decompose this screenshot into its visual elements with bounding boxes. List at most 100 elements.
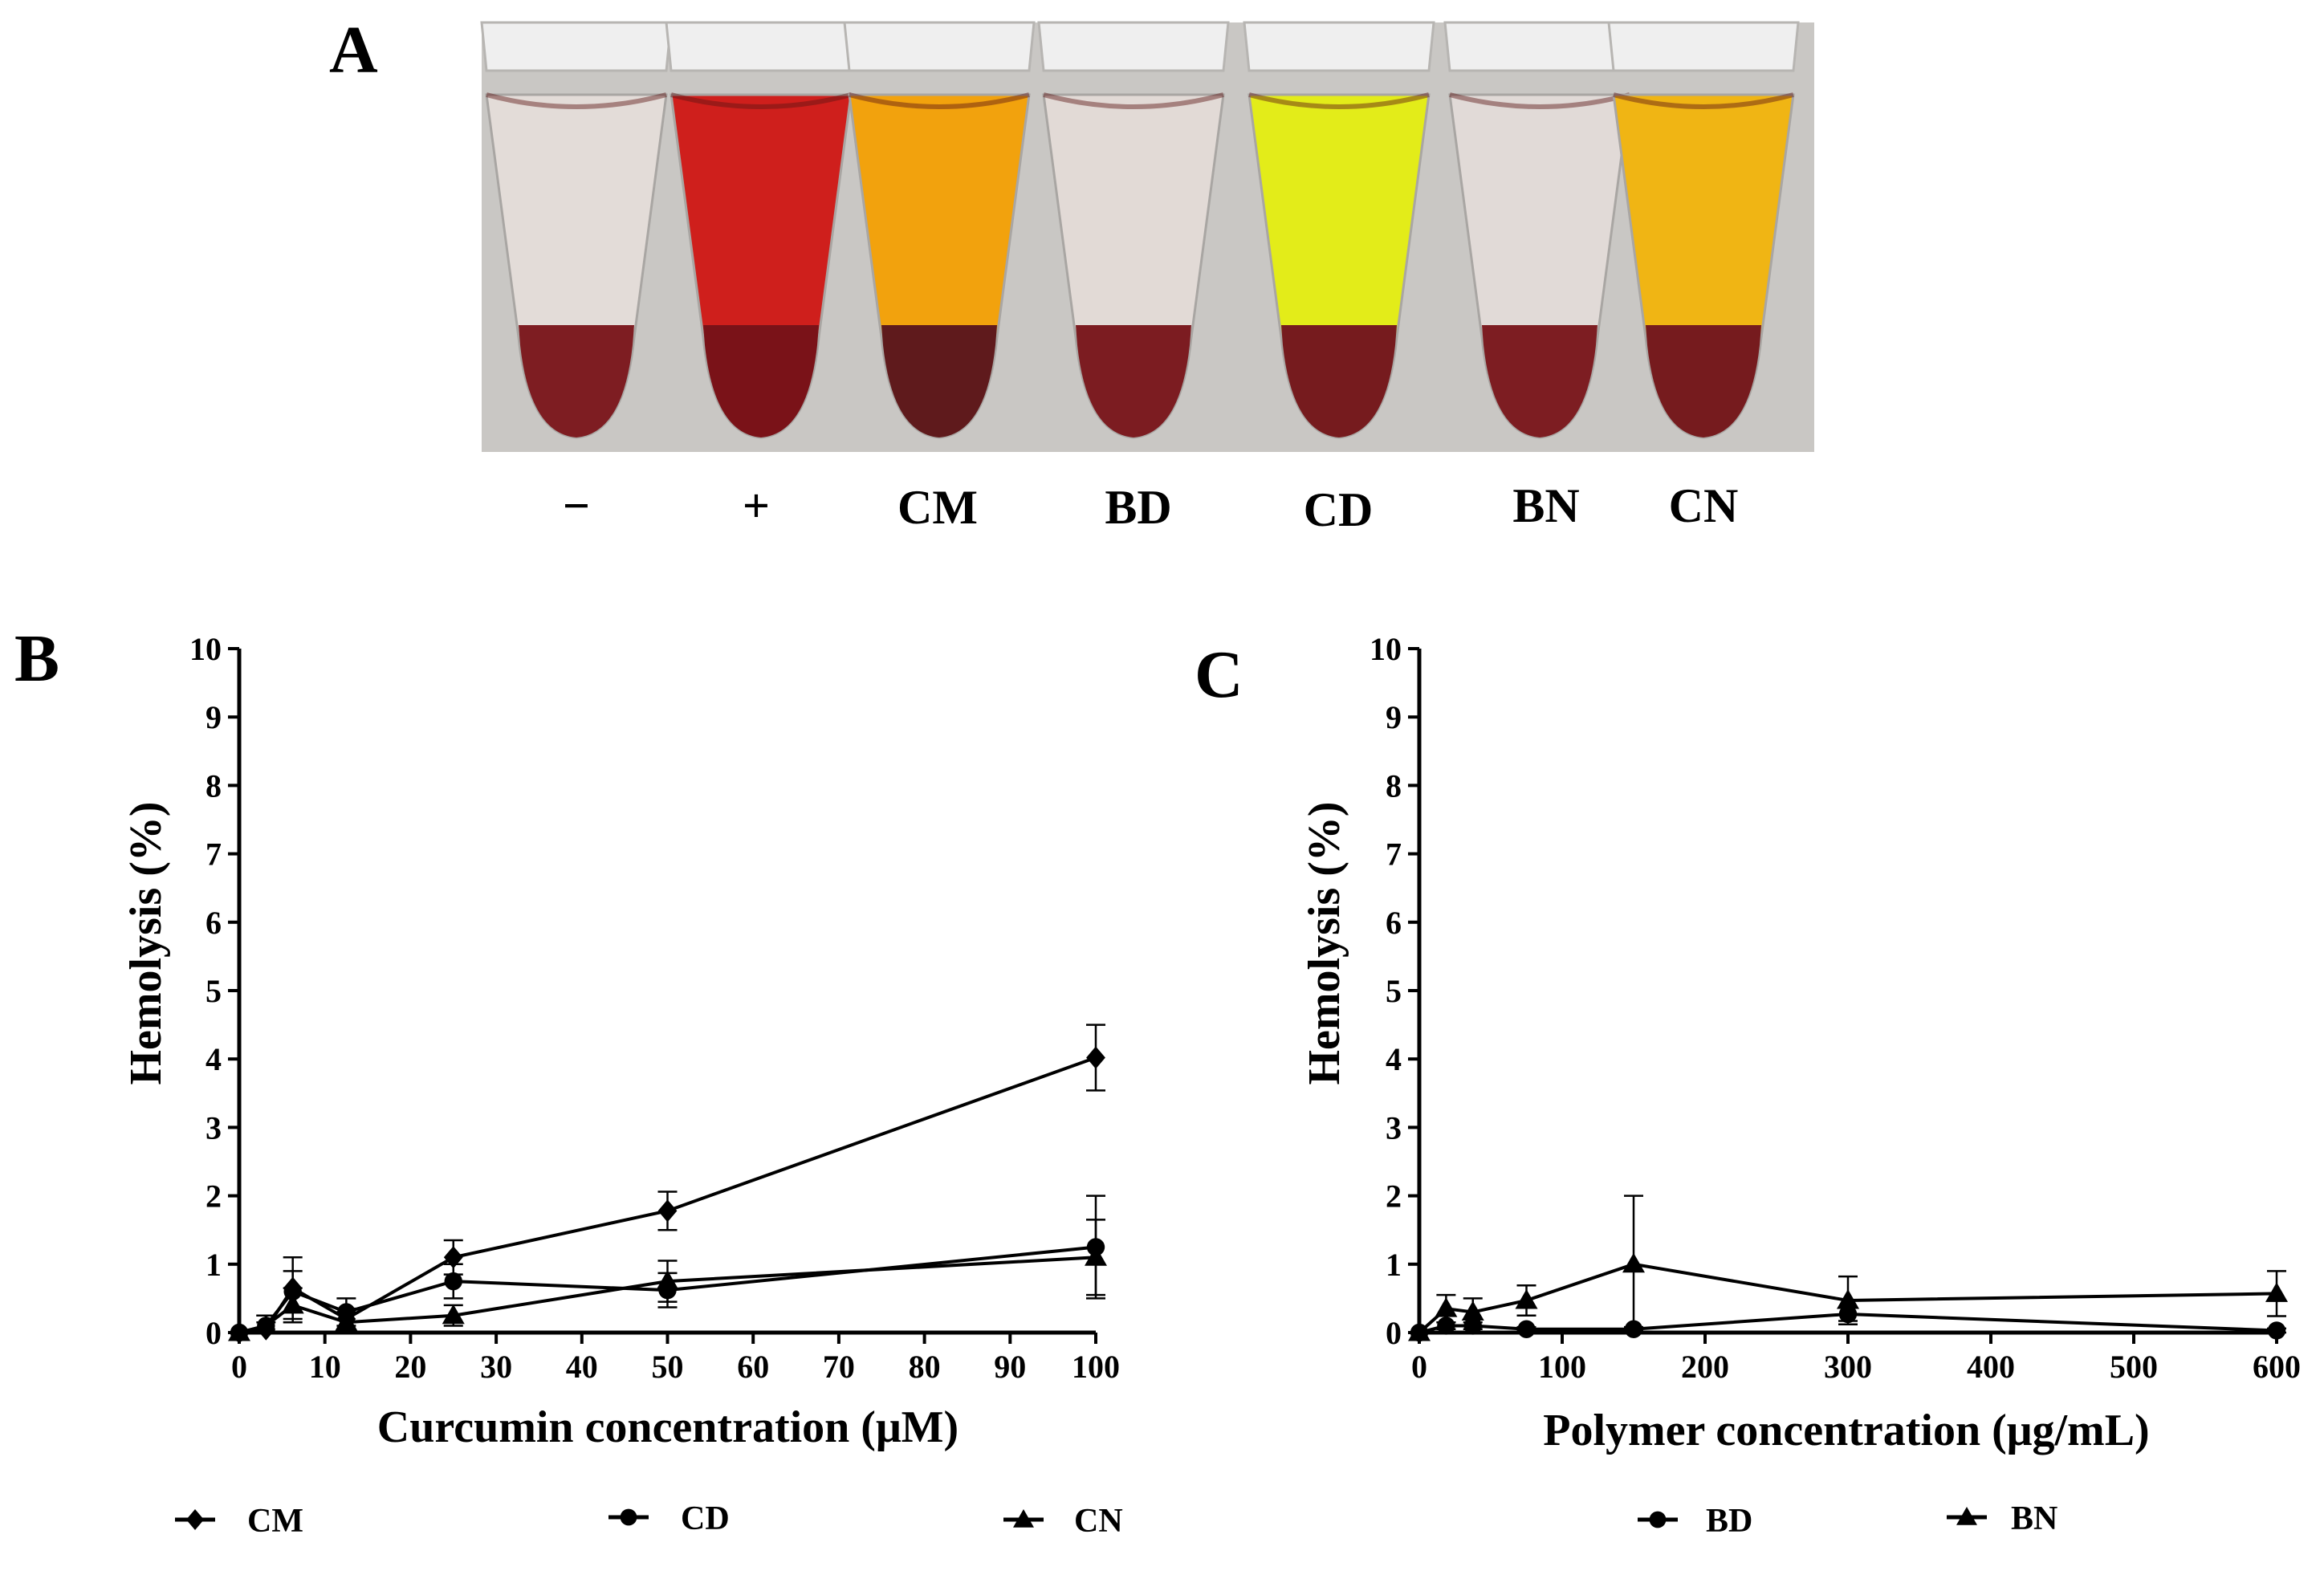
y-tick-label: 1 [1386, 1247, 1402, 1283]
x-tick-label: 400 [1967, 1349, 2015, 1385]
meniscus [486, 92, 667, 109]
y-tick-label: 5 [206, 973, 222, 1009]
series-bn [1408, 1195, 2288, 1341]
x-tick-label: 70 [823, 1349, 855, 1385]
data-point [442, 1304, 465, 1325]
legend-item-cd: CD [608, 1500, 730, 1537]
legend-label: CD [681, 1500, 730, 1537]
tube [1037, 21, 1230, 439]
x-tick-label: 40 [566, 1349, 598, 1385]
y-tick-label: 1 [206, 1247, 222, 1283]
legend-marker [1956, 1507, 1977, 1525]
tube-label: − [563, 479, 590, 532]
data-point [254, 1314, 278, 1334]
tube-label: CM [897, 481, 978, 534]
x-tick-label: 10 [309, 1349, 341, 1385]
y-tick-label: 7 [1386, 836, 1402, 873]
x-tick-label: 30 [480, 1349, 512, 1385]
series-layer [228, 1024, 1107, 1344]
meniscus [1449, 92, 1630, 109]
data-point [1515, 1288, 1538, 1309]
legend-item-cn: CN [1003, 1503, 1123, 1540]
x-axis-label: Curcumin concentration (μM) [377, 1402, 958, 1452]
legend-label: BN [2011, 1500, 2057, 1537]
data-point [1085, 1246, 1107, 1266]
legend-label: BD [1706, 1503, 1752, 1540]
series-cn [228, 1219, 1107, 1341]
data-point [657, 1199, 678, 1223]
y-tick-label: 10 [189, 631, 222, 667]
tube-cap [1037, 21, 1230, 72]
y-tick-label: 2 [1386, 1178, 1402, 1215]
data-point [2267, 1321, 2286, 1340]
series-layer [1408, 1195, 2288, 1342]
meniscus [849, 92, 1030, 109]
data-point [1517, 1320, 1536, 1338]
data-point [1437, 1317, 1455, 1335]
tube [843, 21, 1036, 439]
x-tick-label: 50 [652, 1349, 684, 1385]
legend-label: CM [247, 1503, 303, 1540]
y-tick-label: 6 [1386, 905, 1402, 941]
x-tick-label: 100 [1538, 1349, 1586, 1385]
legend-label: CN [1074, 1503, 1123, 1540]
legend-item-bn: BN [1947, 1500, 2057, 1537]
tube [1443, 21, 1636, 439]
legend: BD BN [1638, 1500, 2057, 1540]
tube-row [480, 21, 1800, 439]
tube [1607, 21, 1800, 439]
tube [1243, 21, 1435, 439]
data-point [1461, 1300, 1484, 1321]
y-tick-label: 4 [206, 1041, 222, 1077]
tube-label: BD [1105, 481, 1171, 534]
data-point [1408, 1321, 1431, 1341]
x-tick-label: 0 [231, 1349, 247, 1385]
meniscus [1248, 92, 1430, 109]
y-tick-label: 7 [206, 836, 222, 873]
data-point [281, 1293, 304, 1314]
legend-item-cm: CM [175, 1503, 303, 1540]
legend: CM CD CN [175, 1500, 1123, 1540]
legend-marker [185, 1509, 205, 1530]
tube-label: CN [1669, 479, 1739, 532]
tube-cap [1243, 21, 1435, 72]
tube-cap [843, 21, 1036, 72]
cell-pellet [519, 325, 634, 438]
tube [480, 21, 673, 439]
chart-panel-c: C Hemolysis (%) Polymer concentration (μ… [1195, 631, 2301, 1540]
data-point [656, 1270, 679, 1290]
meniscus [1043, 92, 1224, 109]
y-tick-label: 10 [1370, 631, 1402, 667]
data-point [443, 1246, 463, 1269]
legend-marker [1649, 1511, 1667, 1528]
cell-pellet [881, 325, 997, 438]
y-tick-label: 0 [1386, 1315, 1402, 1351]
cell-pellet [1482, 325, 1597, 438]
x-tick-label: 80 [909, 1349, 941, 1385]
y-axis-label: Hemolysis (%) [1300, 801, 1349, 1085]
tube-label: + [743, 479, 770, 532]
legend-marker [620, 1508, 637, 1526]
y-tick-label: 3 [206, 1109, 222, 1146]
y-tick-label: 6 [206, 905, 222, 941]
data-point [228, 1321, 250, 1341]
y-tick-label: 3 [1386, 1109, 1402, 1146]
data-point [2265, 1282, 2288, 1302]
cell-pellet [1281, 325, 1397, 438]
tube-cap [1607, 21, 1800, 72]
cell-pellet [1076, 325, 1191, 438]
tube-label: CD [1304, 483, 1374, 536]
y-tick-label: 8 [206, 767, 222, 804]
y-tick-label: 8 [1386, 767, 1402, 804]
cell-pellet [703, 325, 819, 438]
data-point [1435, 1297, 1458, 1317]
y-tick-label: 4 [1386, 1041, 1402, 1077]
y-tick-label: 9 [1386, 699, 1402, 735]
x-tick-label: 0 [1411, 1349, 1427, 1385]
x-tick-label: 90 [994, 1349, 1026, 1385]
panel-a-label: A [329, 13, 378, 88]
data-point [335, 1311, 358, 1331]
meniscus [670, 92, 852, 109]
data-point [1837, 1288, 1859, 1309]
